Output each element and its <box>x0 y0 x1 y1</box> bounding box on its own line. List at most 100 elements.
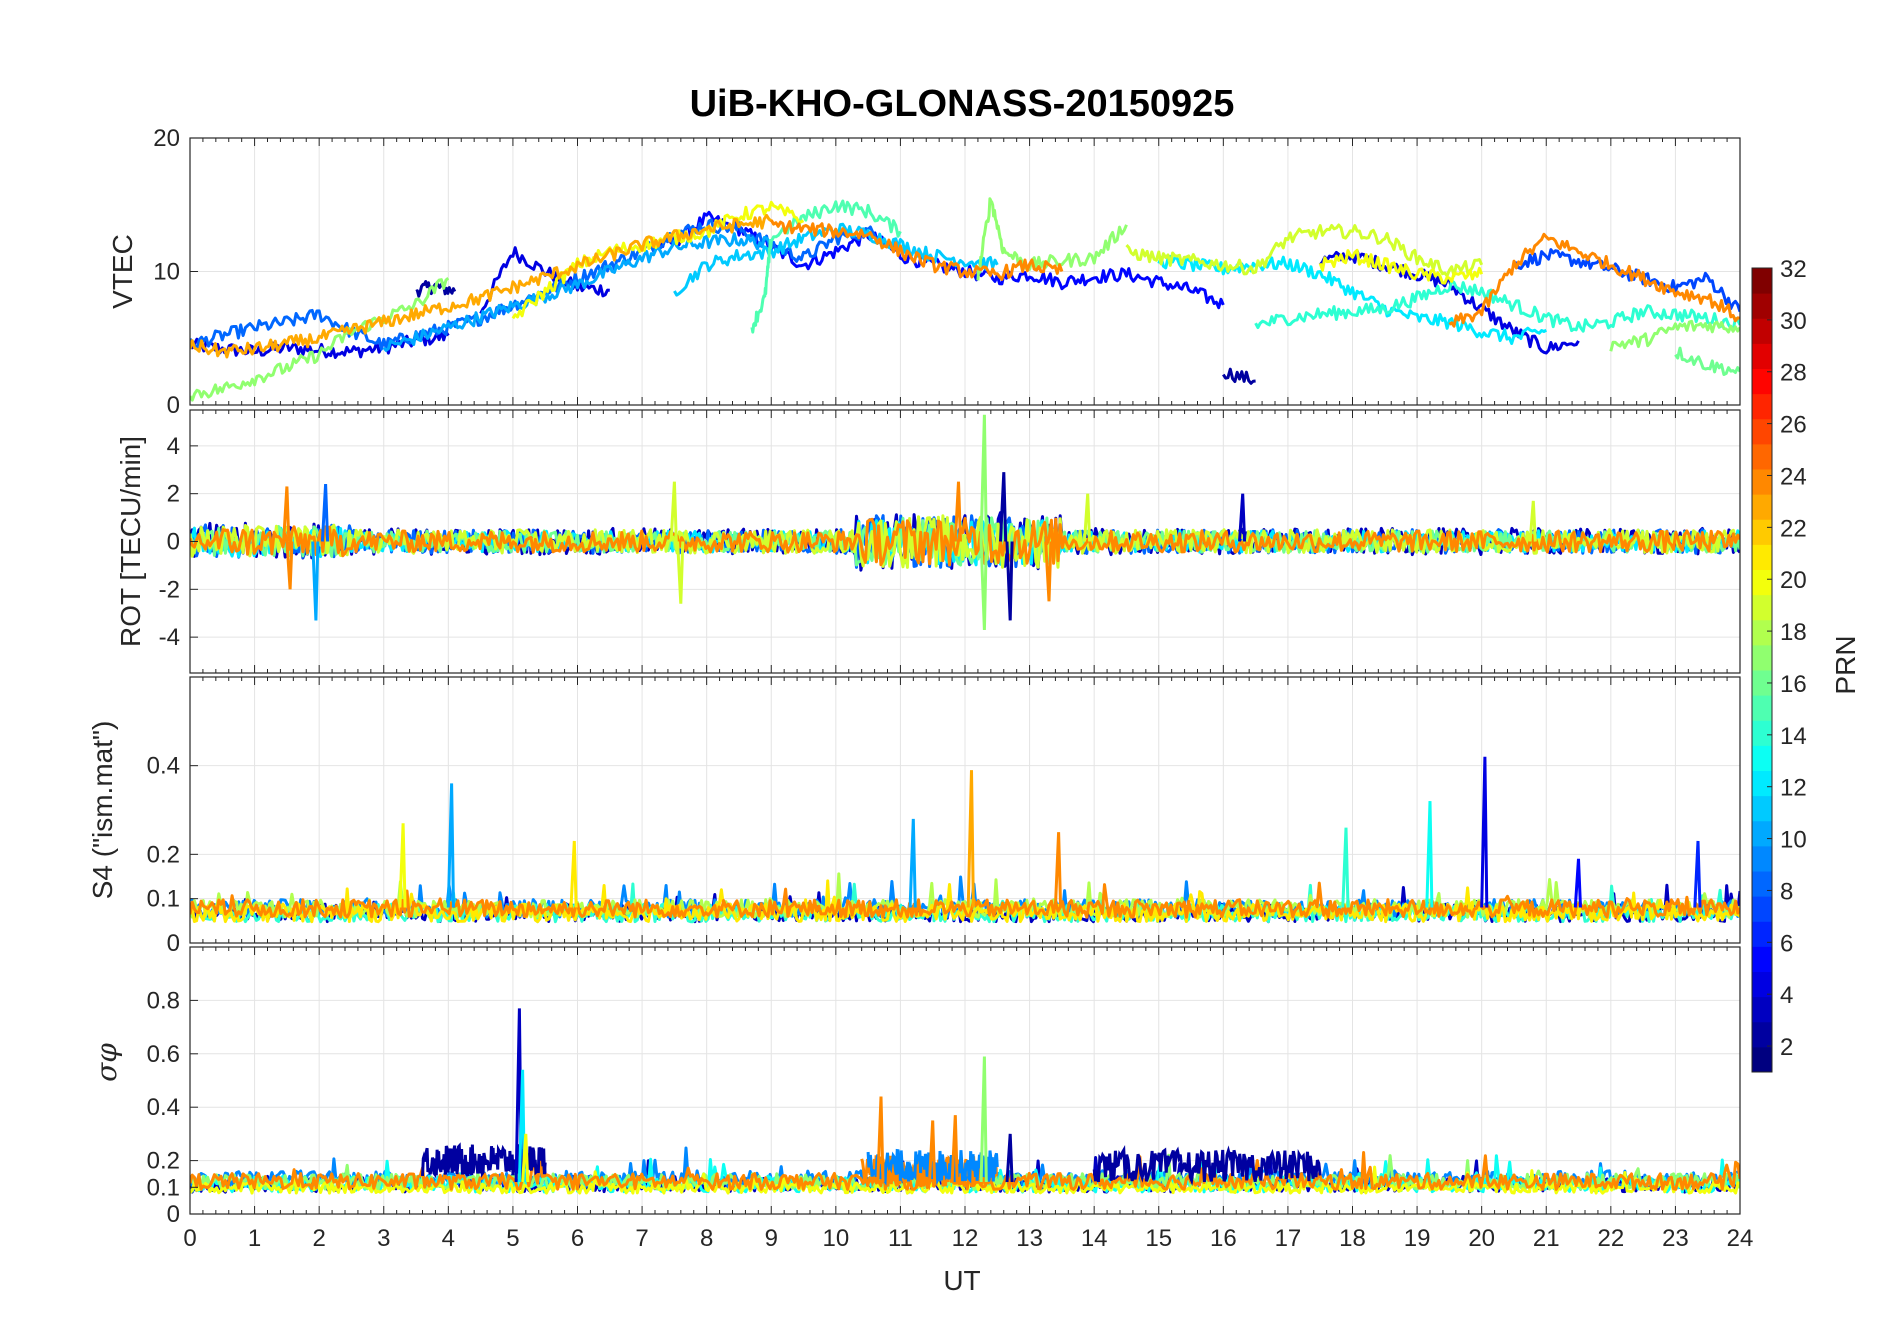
spike-prn-3 <box>1238 493 1247 542</box>
colorbar-swatch <box>1752 443 1772 470</box>
colorbar-swatch <box>1752 594 1772 621</box>
colorbar-swatch <box>1752 896 1772 922</box>
x-tick-label: 8 <box>700 1225 713 1252</box>
colorbar-swatch <box>1752 971 1772 998</box>
colorbar-swatch <box>1752 318 1772 344</box>
x-tick-label: 16 <box>1210 1225 1237 1252</box>
y-tick-label: 0.2 <box>147 841 180 868</box>
spike-prn-23 <box>966 770 975 908</box>
y-tick-label: 0 <box>167 392 180 419</box>
series-prn-24 <box>1448 232 1740 328</box>
colorbar-frame <box>1751 267 1773 1073</box>
spike-prn-6 <box>1693 840 1702 908</box>
spike-prn-24 <box>928 1120 937 1183</box>
spike-prn-14 <box>1341 827 1350 908</box>
spike-prn-24 <box>876 1096 885 1183</box>
panel-s4: 0 0.1 0.2 0.4 S4 ("ism.mat") <box>87 676 1741 957</box>
series-prn-24 <box>190 516 1740 567</box>
series-prn-12 <box>1157 255 1548 345</box>
spike-prn-13 <box>1425 801 1434 908</box>
x-axis-label: UT <box>943 1265 980 1296</box>
spike-prn-2 <box>999 472 1008 542</box>
spike-prn-19 <box>1083 493 1092 542</box>
colorbar-tick-label: 30 <box>1780 308 1807 335</box>
y-tick-label: 0.1 <box>147 1174 180 1201</box>
colorbar-swatch <box>1752 644 1772 671</box>
elevated-prn-2 <box>1092 1144 1322 1187</box>
colorbar-swatch <box>1752 996 1772 1023</box>
series-group <box>190 197 1740 402</box>
series-prn-17 <box>190 277 450 402</box>
colorbar-swatch <box>1752 921 1772 947</box>
colorbar-tick-label: 26 <box>1780 412 1807 439</box>
colorbar-swatch <box>1752 745 1772 771</box>
y-axis-label: S4 ("ism.mat") <box>87 721 118 900</box>
colorbar-tick-label: 4 <box>1780 982 1793 1009</box>
x-tick-label: 4 <box>442 1225 455 1252</box>
spike-prn-24 <box>285 541 294 590</box>
colorbar-swatch <box>1752 368 1772 395</box>
series-prn-17 <box>1609 319 1740 352</box>
colorbar-swatch <box>1752 569 1772 596</box>
colorbar-swatch <box>1752 1046 1772 1073</box>
spike-prn-2 <box>1005 541 1014 621</box>
y-tick-label: -4 <box>159 624 180 651</box>
colorbar-swatch <box>1752 268 1772 294</box>
spike-prn-19 <box>1528 500 1537 542</box>
colorbar-swatch <box>1752 1021 1772 1048</box>
y-axis-label: VTEC <box>107 234 138 309</box>
series-group <box>190 756 1740 924</box>
x-tick-label: 24 <box>1727 1225 1754 1252</box>
x-tick-label: 11 <box>888 1225 913 1252</box>
y-tick-label: 2 <box>167 481 180 508</box>
x-tick-label: 19 <box>1404 1225 1431 1252</box>
y-tick-label: 0.4 <box>147 1094 180 1121</box>
colorbar-swatch <box>1752 670 1772 696</box>
colorbar-tick-label: 14 <box>1780 723 1807 750</box>
spike-prn-8 <box>320 484 330 542</box>
x-tick-label: 6 <box>571 1225 584 1252</box>
colorbar-swatch <box>1752 845 1772 872</box>
colorbar-tick-label: 32 <box>1780 256 1807 283</box>
colorbar-tick-label: 22 <box>1780 515 1807 542</box>
spike-prn-17 <box>979 541 988 631</box>
series-prn-23 <box>190 213 773 359</box>
y-tick-label: 20 <box>153 125 180 152</box>
spike-prn-2 <box>1005 1133 1014 1183</box>
y-tick-label: 0.4 <box>147 753 180 780</box>
spike-prn-21 <box>569 840 578 908</box>
spike-prn-24 <box>1053 832 1063 908</box>
series-group <box>190 414 1740 631</box>
colorbar-tick-label: 28 <box>1780 360 1807 387</box>
colorbar-swatch <box>1752 418 1772 445</box>
x-tick-label: 22 <box>1597 1225 1624 1252</box>
colorbar-swatch <box>1752 343 1772 369</box>
y-tick-label: 0.2 <box>147 1148 180 1175</box>
colorbar-swatch <box>1752 393 1772 420</box>
x-tick-label: 9 <box>765 1225 778 1252</box>
series-group <box>190 1008 1740 1195</box>
x-tick-label: 3 <box>377 1225 390 1252</box>
y-tick-label: 0.6 <box>147 1041 180 1068</box>
y-tick-label: 0.1 <box>147 886 180 913</box>
colorbar-tick-label: 18 <box>1780 619 1807 646</box>
colorbar-swatch <box>1752 519 1772 545</box>
series-prn-15 <box>750 199 902 334</box>
y-tick-label: 0 <box>167 529 180 556</box>
colorbar-swatch <box>1752 544 1772 570</box>
x-tick-label: 20 <box>1468 1225 1495 1252</box>
spike-prn-24 <box>282 486 291 542</box>
colorbar-swatch <box>1752 795 1772 822</box>
y-tick-label: -2 <box>159 576 180 603</box>
y-tick-label: 10 <box>153 259 180 286</box>
y-tick-label: 0 <box>167 1201 180 1228</box>
spike-prn-24 <box>1044 541 1053 602</box>
colorbar-swatch <box>1752 619 1772 646</box>
colorbar-tick-label: 12 <box>1780 775 1807 802</box>
colorbar-tick-label: 16 <box>1780 671 1807 698</box>
x-tick-label: 5 <box>506 1225 519 1252</box>
y-tick-label: 0 <box>167 930 180 957</box>
